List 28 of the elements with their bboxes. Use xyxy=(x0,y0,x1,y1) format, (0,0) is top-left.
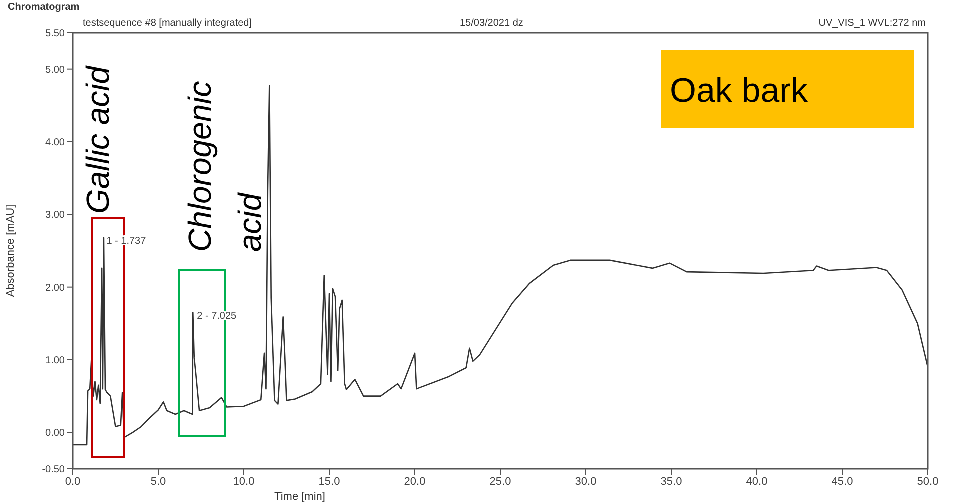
y-tick-label: 4.00 xyxy=(46,138,66,149)
x-tick-label: 0.0 xyxy=(65,476,81,488)
text: 15/03/2021 dz xyxy=(460,18,524,29)
chart-title: testsequence #8 [manually integrated] xyxy=(83,18,252,29)
y-tick-label: 0.00 xyxy=(46,428,66,440)
x-tick-label: 5.0 xyxy=(150,476,166,488)
x-tick-label: 25.0 xyxy=(490,476,512,488)
y-tick-label: 5.50 xyxy=(46,28,66,40)
annotation: Oak bark xyxy=(670,72,809,110)
annotation: Chlorogenic acid xyxy=(182,81,268,252)
annotation: Gallic acid xyxy=(80,65,116,214)
y-tick-label: 2.00 xyxy=(46,282,66,294)
x-tick-label: 45.0 xyxy=(832,476,854,488)
x-axis-title: Time [min] xyxy=(274,491,326,502)
y-tick-label: 3.00 xyxy=(46,210,66,222)
y-axis-title: Absorbance [mAU] xyxy=(5,204,17,298)
x-tick-label: 15.0 xyxy=(318,476,340,488)
x-tick-label: 50.0 xyxy=(917,476,939,488)
x-tick-label: 30.0 xyxy=(575,476,597,488)
x-tick-label: 40.0 xyxy=(746,476,768,488)
text: Chromatogram xyxy=(8,2,80,13)
y-tick-label: 5.00 xyxy=(46,64,66,76)
x-tick-label: 35.0 xyxy=(660,476,682,488)
x-tick-label: 10.0 xyxy=(233,476,255,488)
text: UV_VIS_1 WVL:272 nm xyxy=(818,18,926,29)
x-tick-label: 20.0 xyxy=(404,476,426,488)
y-tick-label: -0.50 xyxy=(42,464,66,476)
y-tick-label: 1.00 xyxy=(46,356,66,367)
